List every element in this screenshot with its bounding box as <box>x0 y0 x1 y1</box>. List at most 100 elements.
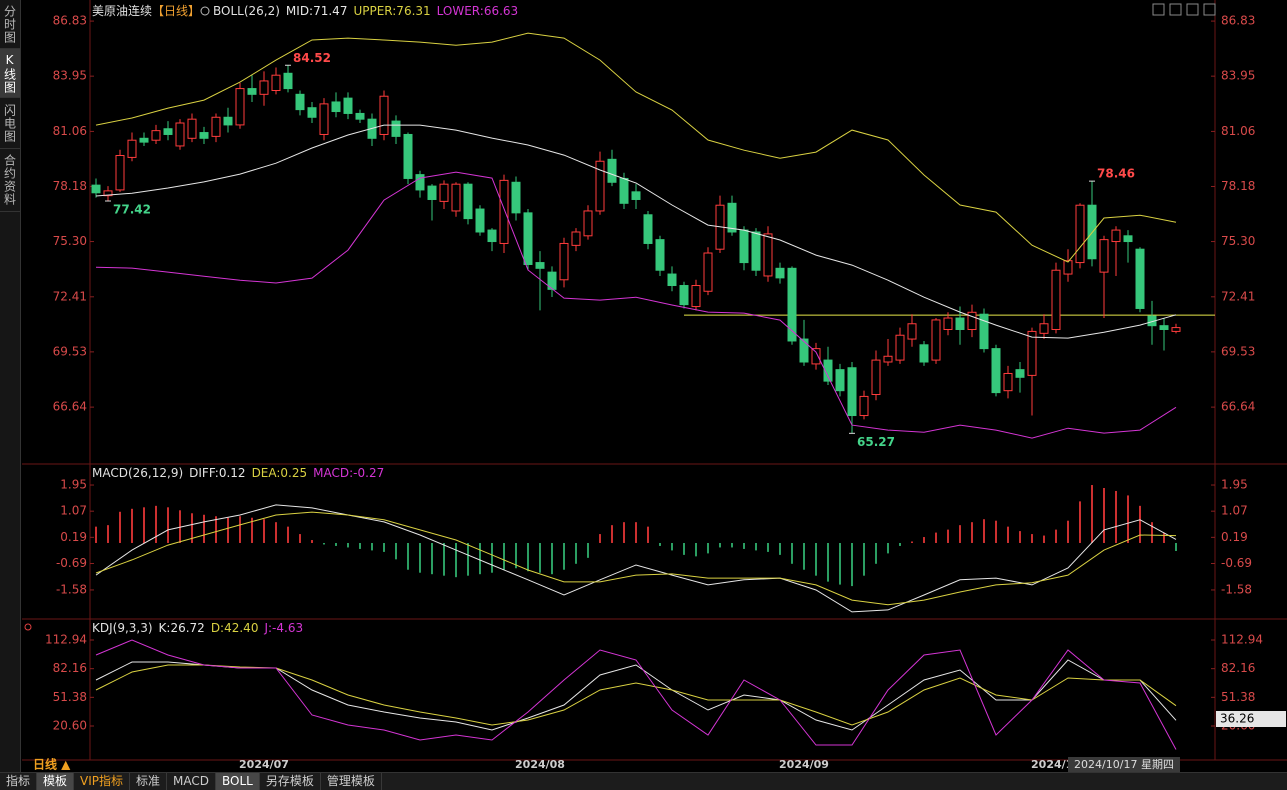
tool-icon[interactable] <box>1152 3 1165 16</box>
candle-body <box>163 128 173 135</box>
bottom-tab[interactable]: 标准 <box>130 773 168 790</box>
side-tab[interactable]: K线图 <box>0 49 20 98</box>
candle-body <box>319 103 329 135</box>
candle-body <box>799 338 809 363</box>
candle-body <box>679 285 689 306</box>
y-tick-label-right: 0.19 <box>1221 530 1248 544</box>
candle-body <box>415 174 425 191</box>
tool-icon[interactable] <box>1186 3 1199 16</box>
candle-body <box>1051 269 1061 330</box>
indicator-line <box>95 504 1177 613</box>
bottom-tab[interactable]: 另存模板 <box>260 773 321 790</box>
side-tabs: 分时图 K线图 闪电图 合约资料 <box>0 0 21 772</box>
legend-entry: DIFF:0.12 <box>189 466 245 480</box>
candle-body <box>643 214 653 244</box>
side-tab[interactable]: 分时图 <box>0 0 20 49</box>
y-tick-label-right: 1.07 <box>1221 504 1248 518</box>
collapse-icon[interactable] <box>200 6 210 16</box>
y-tick-label-left: 1.95 <box>60 478 87 492</box>
legend-entry: LOWER:66.63 <box>437 4 519 18</box>
candle-body <box>607 158 617 183</box>
candle-body <box>175 122 185 147</box>
indicator-line <box>95 32 1177 263</box>
candle-body <box>259 80 269 95</box>
side-tab[interactable]: 合约资料 <box>0 149 20 212</box>
y-tick-label-right: 83.95 <box>1221 69 1255 83</box>
candle-body <box>943 317 953 330</box>
candle-body <box>199 132 209 139</box>
y-tick-label-right: 75.30 <box>1221 234 1255 248</box>
y-tick-label-right: 51.38 <box>1221 690 1255 704</box>
candle-body <box>1123 235 1133 243</box>
legend-entry: MACD:-0.27 <box>313 466 384 480</box>
legend-entry: MACD(26,12,9) <box>92 466 183 480</box>
candle-body <box>103 190 113 197</box>
candle-body <box>979 313 989 350</box>
candle-body <box>751 231 761 271</box>
candle-body <box>271 74 281 91</box>
panel-icon[interactable] <box>24 623 32 631</box>
candle-body <box>847 367 857 417</box>
x-tick-label: 2024/09 <box>779 758 829 771</box>
y-tick-label-left: 51.38 <box>53 690 87 704</box>
candle-body <box>763 233 773 277</box>
candle-body <box>487 229 497 243</box>
candle-body <box>535 262 545 269</box>
x-tick-label: 2024/08 <box>515 758 565 771</box>
candle-body <box>343 97 353 114</box>
legend-entry: 美原油连续 <box>92 3 152 18</box>
y-tick-label-left: 20.60 <box>53 718 87 732</box>
y-tick-label-left: 78.18 <box>53 179 87 193</box>
y-tick-label-right: 66.64 <box>1221 400 1255 414</box>
y-tick-label-left: 1.07 <box>60 504 87 518</box>
candle-body <box>931 319 941 361</box>
y-tick-label-right: -0.69 <box>1221 556 1252 570</box>
candle-body <box>115 155 125 191</box>
bottom-tab[interactable]: 管理模板 <box>321 773 382 790</box>
indicator-line <box>95 171 1177 439</box>
y-tick-label-right: 81.06 <box>1221 124 1255 138</box>
candle-body <box>295 93 305 111</box>
side-tab[interactable]: 闪电图 <box>0 98 20 149</box>
bottom-tab[interactable]: VIP指标 <box>74 773 131 790</box>
y-tick-label-left: 0.19 <box>60 530 87 544</box>
candle-body <box>127 139 137 158</box>
y-tick-label-left: 83.95 <box>53 69 87 83</box>
y-tick-label-left: 112.94 <box>45 633 87 647</box>
legend-entry: BOLL(26,2) <box>213 4 280 18</box>
candle-body <box>187 118 197 139</box>
bottom-tab[interactable]: 指标 <box>0 773 38 790</box>
indicator-line <box>95 124 1177 339</box>
period-button[interactable]: 日线 ▲ <box>33 757 71 772</box>
y-tick-label-right: 1.95 <box>1221 478 1248 492</box>
y-tick-label-right: 112.94 <box>1221 633 1263 647</box>
legend-entry: K:26.72 <box>159 621 205 635</box>
candle-body <box>619 177 629 204</box>
y-tick-label-right: 78.18 <box>1221 179 1255 193</box>
tool-icon[interactable] <box>1203 3 1216 16</box>
candle-body <box>967 311 977 330</box>
candle-body <box>1135 248 1145 309</box>
candle-body <box>91 184 101 194</box>
candle-body <box>775 267 785 279</box>
indicator-line <box>95 639 1177 750</box>
tool-icon[interactable] <box>1169 3 1182 16</box>
bottom-tab[interactable]: BOLL <box>216 773 260 790</box>
candle-body <box>403 133 413 179</box>
candle-body <box>859 395 869 417</box>
candle-body <box>559 242 569 281</box>
bottom-tab[interactable]: 模板 <box>37 773 75 790</box>
candle-body <box>439 183 449 202</box>
bottom-tab[interactable]: MACD <box>167 773 217 790</box>
y-tick-label-right: 72.41 <box>1221 289 1255 303</box>
candle-body <box>1015 369 1025 378</box>
candle-body <box>427 185 437 200</box>
candle-body <box>331 101 341 113</box>
legend: KDJ(9,3,3) K:26.72 D:42.40 J:-4.63 <box>92 621 303 635</box>
legend-entry: DEA:0.25 <box>252 466 308 480</box>
candle-body <box>631 191 641 200</box>
candle-body <box>451 183 461 212</box>
legend-entry: J:-4.63 <box>263 621 303 635</box>
cursor-date-box <box>1068 757 1180 772</box>
y-tick-label-right: 86.83 <box>1221 14 1255 28</box>
